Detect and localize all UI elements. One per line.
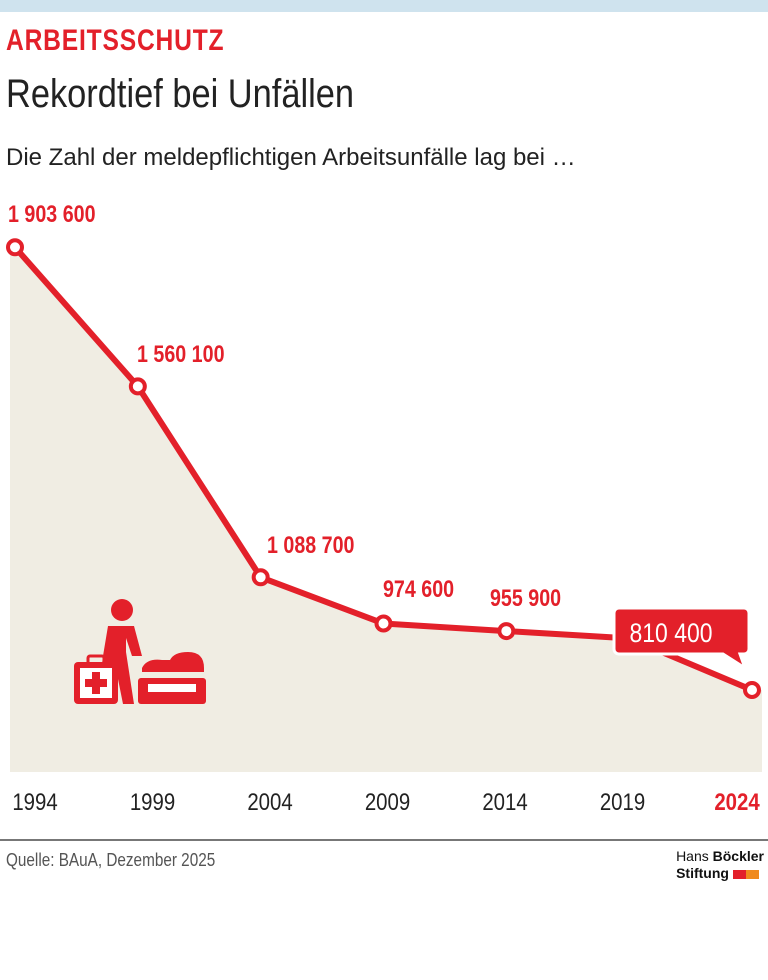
logo-text: Hans (676, 848, 713, 864)
data-label: 974 600 (383, 575, 454, 602)
highlight-bubble (612, 606, 751, 672)
data-label: 1 560 100 (137, 340, 225, 367)
subtitle: Die Zahl der meldepflichtigen Arbeitsunf… (6, 144, 576, 171)
logo-text-bold: Böckler (712, 848, 764, 864)
area-fill (10, 247, 762, 772)
data-label: 1 903 600 (8, 200, 96, 227)
x-tick-label: 1999 (130, 788, 175, 815)
x-tick-label: 2024 (714, 788, 760, 815)
x-tick-label: 2009 (365, 788, 410, 815)
source-note: Quelle: BAuA, Dezember 2025 (6, 850, 216, 870)
hans-boeckler-logo: Hans Böckler Stiftung (676, 848, 764, 882)
kicker: ARBEITSSCHUTZ (6, 24, 225, 57)
data-point (743, 681, 761, 699)
x-tick-label: 1994 (12, 788, 57, 815)
highlight-label: 810 400 (630, 618, 713, 648)
page-title: Rekordtief bei Unfällen (6, 72, 355, 116)
top-bar (0, 0, 768, 12)
logo-square-red (732, 869, 746, 879)
data-point (251, 568, 270, 587)
logo-text-line2: Stiftung (676, 865, 729, 881)
data-point (6, 238, 24, 257)
logo-square-orange (745, 869, 759, 879)
x-tick-label: 2004 (247, 788, 292, 815)
data-point (374, 614, 393, 633)
data-label: 1 088 700 (267, 531, 355, 558)
footer-divider (0, 839, 768, 841)
x-tick-label: 2014 (482, 788, 527, 815)
data-point (497, 622, 516, 641)
data-point (128, 377, 147, 396)
first-aid-worker-icon (74, 599, 206, 704)
data-label: 955 900 (490, 584, 561, 611)
x-tick-label: 2019 (600, 788, 645, 815)
line-chart: 1 903 600 1 560 100 1 088 700 974 600 955 90… (6, 200, 762, 815)
